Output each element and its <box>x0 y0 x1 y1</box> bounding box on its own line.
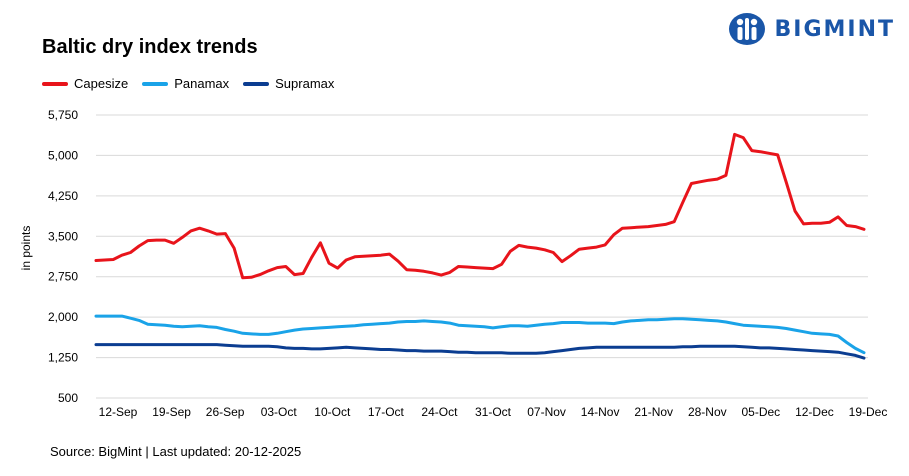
legend-swatch-capesize <box>42 81 68 86</box>
x-tick-label: 10-Oct <box>314 405 351 419</box>
x-tick-label: 21-Nov <box>634 405 673 419</box>
x-axis-ticks: 12-Sep 19-Sep 26-Sep 03-Oct 10-Oct 17-Oct 24-O… <box>99 405 888 419</box>
series-line-panamax <box>94 314 866 355</box>
y-axis-label: in points <box>19 226 33 271</box>
chart-title: Baltic dry index trends <box>42 36 258 58</box>
legend-label-panamax: Panamax <box>174 76 230 91</box>
bigmint-logo-icon <box>729 13 766 45</box>
series-line-supramax <box>94 343 866 360</box>
y-tick-label: 500 <box>58 391 78 405</box>
legend-label-supramax: Supramax <box>275 76 335 91</box>
x-tick-label: 03-Oct <box>261 405 298 419</box>
y-tick-label: 5,750 <box>48 108 78 122</box>
legend-swatch-panamax <box>142 81 169 86</box>
y-tick-label: 2,750 <box>48 270 78 284</box>
y-tick-label: 5,000 <box>48 148 78 162</box>
x-tick-label: 28-Nov <box>688 405 727 419</box>
y-tick-label: 1,250 <box>48 351 78 365</box>
chart-legend: Capesize Panamax Supramax <box>42 76 334 91</box>
legend-label-capesize: Capesize <box>74 76 129 91</box>
x-tick-label: 19-Dec <box>849 405 888 419</box>
x-tick-label: 14-Nov <box>581 405 620 419</box>
legend-item-capesize: Capesize <box>42 76 128 91</box>
x-tick-label: 26-Sep <box>206 405 245 419</box>
bigmint-logo-text: BIGMINT <box>774 16 895 42</box>
legend-item-panamax: Panamax <box>142 76 229 91</box>
x-tick-label: 07-Nov <box>527 405 566 419</box>
series-lines <box>94 132 866 360</box>
x-tick-label: 05-Dec <box>742 405 781 419</box>
grid-lines <box>96 114 868 399</box>
x-tick-label: 12-Dec <box>795 405 834 419</box>
x-tick-label: 17-Oct <box>368 405 405 419</box>
y-axis-ticks: 500 1,250 2,000 2,750 3,500 4,250 5,000 5,750 <box>48 108 78 405</box>
x-tick-label: 19-Sep <box>152 405 191 419</box>
y-tick-label: 4,250 <box>48 189 78 203</box>
bigmint-logo: BIGMINT <box>728 12 895 46</box>
series-line-capesize <box>94 132 866 280</box>
legend-swatch-supramax <box>243 81 270 86</box>
x-tick-label: 12-Sep <box>99 405 138 419</box>
x-tick-label: 24-Oct <box>421 405 458 419</box>
legend-item-supramax: Supramax <box>243 76 334 91</box>
x-tick-label: 31-Oct <box>475 405 512 419</box>
y-tick-label: 2,000 <box>48 310 78 324</box>
source-note: Source: BigMint | Last updated: 20-12-20… <box>50 444 302 459</box>
y-tick-label: 3,500 <box>48 229 78 243</box>
